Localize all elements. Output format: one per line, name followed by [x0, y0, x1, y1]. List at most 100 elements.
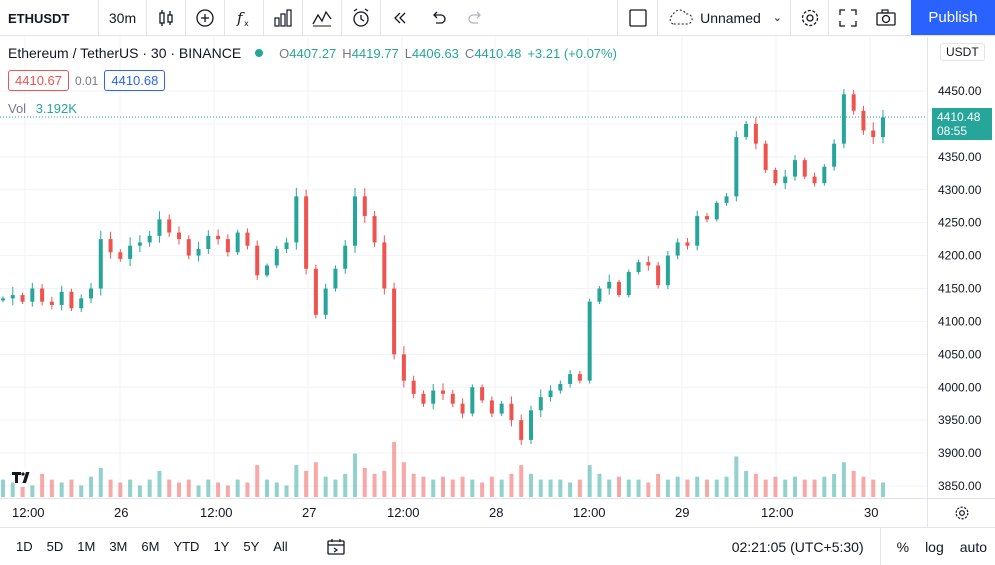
price-scale[interactable]: USDT 4450.004400.004350.004300.004250.00…	[927, 37, 995, 498]
volume-bar	[538, 479, 543, 497]
volume-bar	[665, 479, 670, 497]
range-5y[interactable]: 5Y	[243, 539, 260, 554]
camera-icon[interactable]	[867, 0, 905, 36]
volume-bar	[597, 473, 602, 497]
volume-bar	[695, 476, 700, 497]
volume-bar	[49, 479, 54, 497]
svg-text:f: f	[236, 9, 245, 27]
fullscreen-icon[interactable]	[829, 0, 867, 36]
chart-settings-gear[interactable]	[927, 499, 995, 527]
candle-body	[382, 242, 387, 289]
auto-scale-toggle[interactable]: auto	[959, 538, 987, 555]
volume-bar	[167, 479, 172, 497]
alert-icon[interactable]	[342, 0, 380, 36]
volume-bar	[216, 482, 221, 497]
go-to-date-icon[interactable]	[325, 536, 347, 558]
open-value: 4407.27	[289, 45, 337, 61]
volume-bar	[59, 482, 64, 497]
candle-body	[851, 94, 856, 111]
volume-bar	[617, 476, 621, 497]
volume-bar	[470, 479, 475, 497]
layout-icon[interactable]	[617, 0, 657, 36]
volume-bar	[499, 479, 504, 497]
volume-bar	[519, 465, 524, 497]
volume-bar	[235, 479, 240, 497]
chart-plot[interactable]: Ethereum / TetherUS · 30 · BINANCE O4407…	[0, 37, 927, 498]
candle-body	[861, 110, 866, 131]
volume-bar	[861, 476, 866, 497]
range-1m[interactable]: 1M	[77, 539, 96, 554]
time-label: 12:00	[761, 505, 794, 520]
candle-body	[323, 288, 328, 315]
candle-body	[147, 235, 152, 243]
volume-bar	[225, 485, 230, 497]
undo-icon[interactable]	[419, 0, 457, 36]
candle-body	[783, 176, 788, 184]
volume-value: 3.192K	[35, 101, 77, 116]
candle-body	[431, 390, 436, 404]
time-label: 12:00	[12, 505, 45, 520]
symbol-name[interactable]: Ethereum / TetherUS · 30 · BINANCE	[8, 45, 242, 61]
candle-body	[802, 160, 807, 177]
volume-legend[interactable]: Vol 3.192K	[8, 101, 77, 116]
bar-chart-icon[interactable]	[264, 0, 302, 36]
replay-icon[interactable]	[381, 0, 419, 36]
volume-label: Vol	[8, 101, 27, 116]
redo-icon[interactable]	[457, 0, 495, 36]
candle-body	[617, 281, 621, 296]
candle-body	[577, 374, 582, 381]
publish-button[interactable]: Publish	[911, 0, 995, 35]
log-scale-toggle[interactable]: log	[925, 538, 944, 555]
compare-icon[interactable]	[303, 0, 341, 36]
volume-bar	[108, 479, 113, 497]
candles-icon[interactable]	[147, 0, 185, 36]
tradingview-logo[interactable]	[8, 467, 36, 487]
volume-bar	[392, 441, 397, 497]
volume-bar	[744, 470, 749, 497]
candle-body	[167, 219, 172, 233]
price-tick-label: 4450.00	[938, 84, 982, 98]
volume-bar	[685, 479, 690, 497]
settings-icon[interactable]	[791, 0, 829, 36]
candle-body	[519, 420, 524, 440]
candle-body	[841, 94, 846, 144]
candle-body	[333, 268, 338, 289]
symbol-search[interactable]: ETHUSDT	[0, 0, 99, 36]
timezone-clock[interactable]: 02:21:05 (UTC+5:30)	[732, 527, 881, 565]
candle-body	[40, 288, 45, 302]
buy-button[interactable]: 4410.68	[104, 70, 166, 91]
currency-badge[interactable]: USDT	[940, 43, 985, 61]
candle-body	[98, 239, 103, 289]
low-value: 4406.63	[411, 45, 459, 61]
range-all[interactable]: All	[273, 539, 288, 554]
candle-body	[695, 216, 700, 246]
range-6m[interactable]: 6M	[141, 539, 160, 554]
time-label: 12:00	[573, 505, 606, 520]
layout-name-menu[interactable]: Unnamed ⌄	[657, 0, 791, 35]
percent-scale-toggle[interactable]: %	[896, 538, 910, 555]
volume-bar	[323, 476, 328, 497]
range-5d[interactable]: 5D	[46, 539, 64, 554]
time-scale[interactable]: 12:00 26 12:00 27 12:00 28 12:00 29 12:0…	[0, 498, 995, 527]
open-label: O	[279, 45, 290, 61]
range-1y[interactable]: 1Y	[213, 539, 230, 554]
candle-body	[558, 383, 563, 391]
volume-bar	[157, 470, 162, 497]
volume-bar	[255, 465, 260, 497]
candle-body	[421, 393, 426, 404]
range-3m[interactable]: 3M	[109, 539, 128, 554]
candle-body	[401, 354, 406, 381]
volume-bar	[382, 470, 387, 497]
candlestick-chart[interactable]	[0, 37, 927, 498]
range-ytd[interactable]: YTD	[173, 539, 200, 554]
candle-body	[225, 239, 230, 253]
candle-body	[753, 123, 758, 144]
add-indicator-icon[interactable]	[186, 0, 224, 36]
candle-body	[294, 196, 299, 243]
volume-bar	[607, 479, 612, 497]
range-1d[interactable]: 1D	[16, 539, 33, 554]
sell-button[interactable]: 4410.67	[8, 70, 69, 91]
timeframe-selector[interactable]: 30m	[99, 0, 147, 36]
